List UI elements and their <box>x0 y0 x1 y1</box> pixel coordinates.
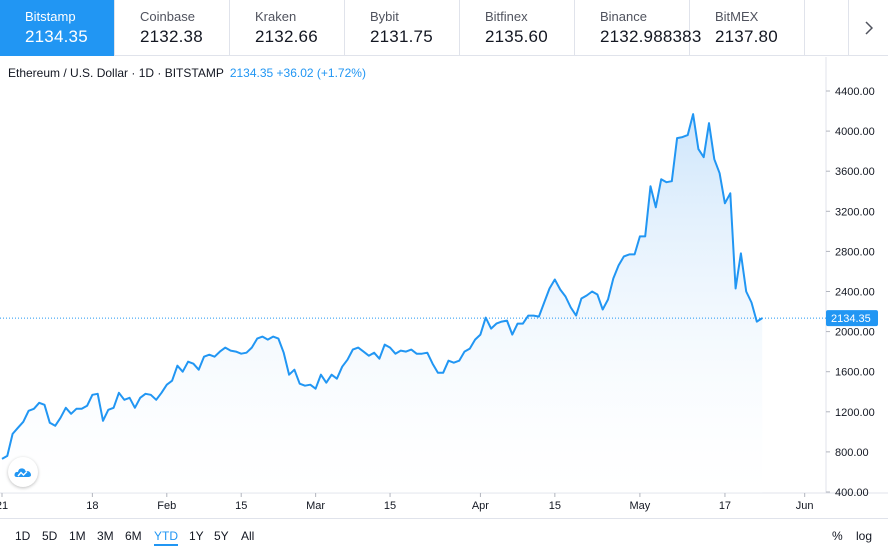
x-tick-label: May <box>630 500 651 512</box>
x-tick-label: 21 <box>0 500 8 512</box>
exchange-tab-kraken[interactable]: Kraken 2132.66 <box>230 0 345 56</box>
current-price-badge <box>826 310 878 327</box>
exchange-price: 2134.35 <box>25 27 88 46</box>
y-tick-label: 2400.00 <box>835 287 875 299</box>
x-tick-label: 15 <box>384 500 396 512</box>
y-tick-label: 3600.00 <box>835 166 875 178</box>
range-ytd[interactable]: YTD <box>154 529 178 546</box>
x-tick-label: Mar <box>306 500 325 512</box>
exchange-tab-bybit[interactable]: Bybit 2131.75 <box>345 0 460 56</box>
exchange-name: Bybit <box>370 9 399 24</box>
price-series-line <box>1 113 763 460</box>
x-tick-label: 15 <box>235 500 247 512</box>
range-1y[interactable]: 1Y <box>189 529 204 543</box>
exchange-tab-bitstamp[interactable]: Bitstamp 2134.35 <box>0 0 115 56</box>
x-tick-label: 17 <box>719 500 731 512</box>
exchange-name: BitMEX <box>715 9 759 24</box>
cloud-icon <box>14 468 32 477</box>
range-5y[interactable]: 5Y <box>214 529 229 543</box>
bottom-toolbar: 1D 5D 1M 3M 6M YTD 1Y 5Y All % log <box>0 518 888 555</box>
exchange-price: 2132.988383 <box>600 27 702 46</box>
y-tick-label: 2000.00 <box>835 327 875 339</box>
exchange-name: Bitstamp <box>25 9 76 24</box>
y-tick-label: 2800.00 <box>835 246 875 258</box>
exchange-name: Binance <box>600 9 647 24</box>
x-tick-label: Feb <box>157 500 176 512</box>
log-toggle[interactable]: log <box>856 529 873 543</box>
y-tick-label: 4000.00 <box>835 126 875 138</box>
y-tick-label: 400.00 <box>835 487 869 499</box>
price-area-fill <box>2 114 763 493</box>
chart-area[interactable]: 400.00 800.00 1200.00 1600.00 2000.00 2400.00… <box>0 57 888 517</box>
exchange-name: Coinbase <box>140 9 195 24</box>
range-1d[interactable]: 1D <box>15 529 31 543</box>
exchange-tab-bitmex[interactable]: BitMEX 2137.80 <box>690 0 805 56</box>
exchange-tabs: Bitstamp 2134.35 Coinbase 2132.38 Kraken 2132… <box>0 0 888 56</box>
y-tick-label: 4400.00 <box>835 86 875 98</box>
x-tick-label: Apr <box>472 500 489 512</box>
price-chart[interactable]: 400.00 800.00 1200.00 1600.00 2000.00 2400.00… <box>0 57 888 517</box>
exchange-price: 2137.80 <box>715 27 778 46</box>
current-price-label: 2134.35 <box>831 313 871 325</box>
tradingview-logo-icon[interactable] <box>8 457 38 487</box>
y-tick-label: 800.00 <box>835 447 869 459</box>
exchange-price: 2135.60 <box>485 27 548 46</box>
symbol-title: Ethereum / U.S. Dollar · 1D · BITSTAMP <box>8 66 224 80</box>
range-5d[interactable]: 5D <box>42 529 58 543</box>
y-tick-label: 1600.00 <box>835 367 875 379</box>
range-all[interactable]: All <box>241 529 255 543</box>
chart-legend: Ethereum / U.S. Dollar · 1D · BITSTAMP 21… <box>8 66 366 80</box>
x-tick-label: 18 <box>86 500 98 512</box>
range-1m[interactable]: 1M <box>69 529 86 543</box>
exchange-name: Bitfinex <box>485 9 528 24</box>
percent-toggle[interactable]: % <box>832 529 843 543</box>
y-tick-label: 3200.00 <box>835 206 875 218</box>
exchange-price: 2132.38 <box>140 27 203 46</box>
quote-text: 2134.35 +36.02 (+1.72%) <box>229 66 366 80</box>
exchange-name: Kraken <box>255 9 297 24</box>
exchange-tab-bitfinex[interactable]: Bitfinex 2135.60 <box>460 0 575 56</box>
range-3m[interactable]: 3M <box>97 529 114 543</box>
x-tick-label: Jun <box>796 500 814 512</box>
exchange-price: 2132.66 <box>255 27 318 46</box>
exchange-price: 2131.75 <box>370 27 433 46</box>
more-exchanges-button[interactable] <box>848 0 888 56</box>
chevron-right-icon <box>864 21 873 35</box>
x-tick-label: 15 <box>549 500 561 512</box>
y-tick-label: 1200.00 <box>835 407 875 419</box>
range-6m[interactable]: 6M <box>125 529 142 543</box>
exchange-tab-binance[interactable]: Binance 2132.988383 <box>575 0 702 56</box>
exchange-tab-coinbase[interactable]: Coinbase 2132.38 <box>115 0 230 56</box>
